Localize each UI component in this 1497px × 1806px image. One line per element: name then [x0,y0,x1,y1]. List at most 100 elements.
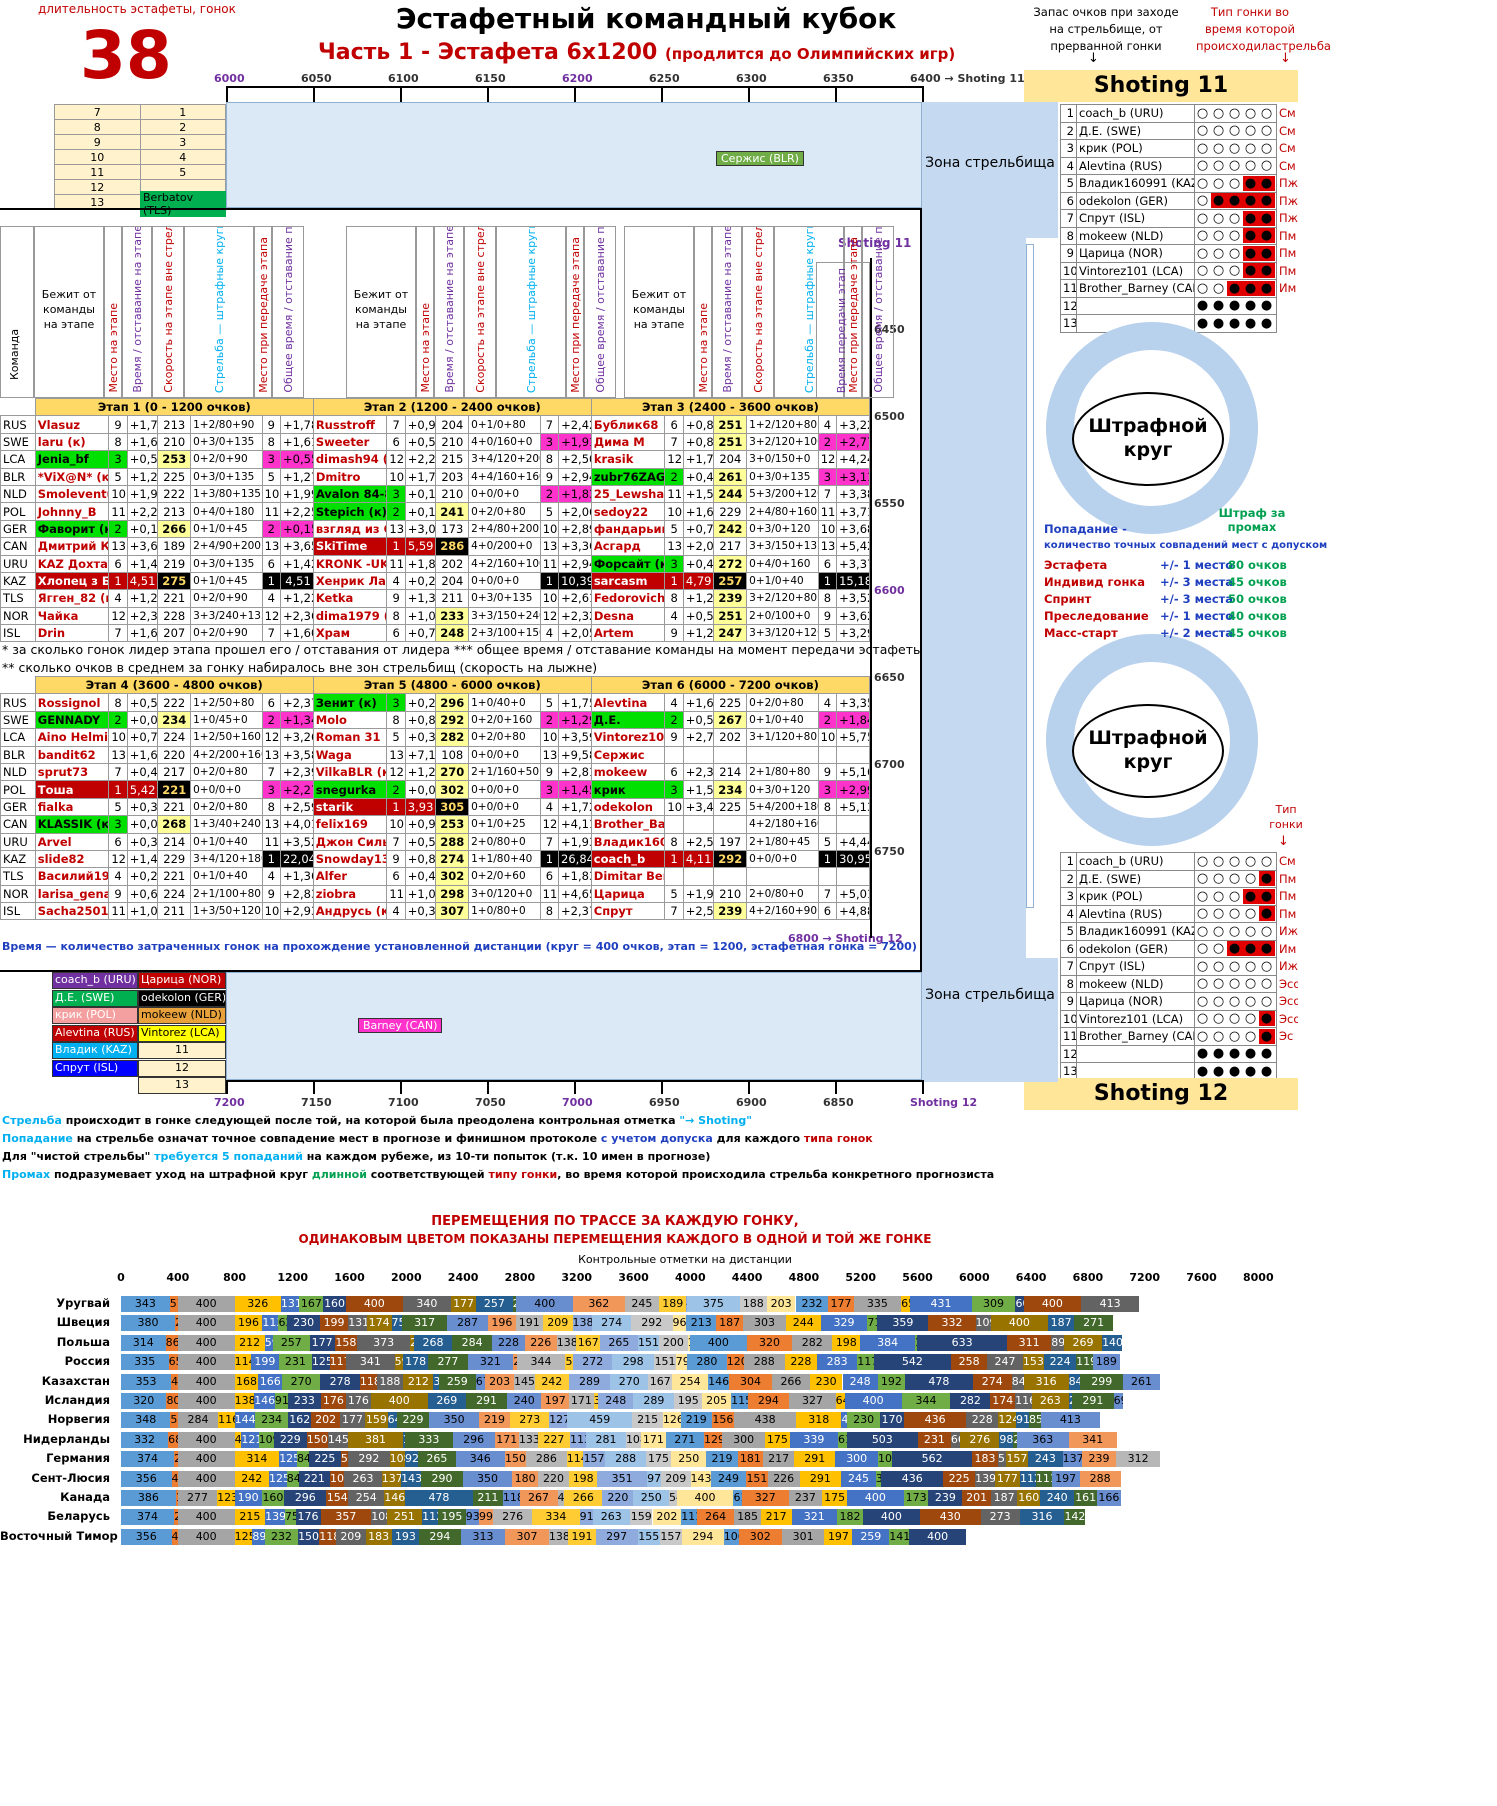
shooter-row[interactable]: 2 Д.Е. (SWE) ○ ○ ○ ○ ○ См [1060,121,1299,140]
shooter-name[interactable]: Д.Е. (SWE) [1076,869,1195,888]
runner-name[interactable]: Fedorovich5 [590,589,666,608]
runner-name[interactable]: felix169 [312,815,388,834]
name-chip[interactable]: Спрут (ISL) [52,1059,138,1077]
runner-name[interactable]: sedoy22 [590,502,666,521]
runner-name[interactable]: Ketka [312,589,388,608]
team-row[interactable]: NORЧайка12+2,362283+3/240+13512+2,36dima… [0,606,870,626]
runner-name[interactable]: Храм [312,624,388,643]
runner-name[interactable]: Зенит (к) [312,693,388,712]
shooter-row[interactable]: 9 Царица (NOR) ○ ○ ○ ○ ○ Эсо [1060,992,1299,1011]
runner-name[interactable]: Хенрик Ларс [312,571,388,591]
shooter-name[interactable] [1076,1044,1195,1063]
runner-name[interactable]: Дима М [590,432,666,452]
runner-marker[interactable]: Сержис (BLR) [716,151,804,166]
shooter-row[interactable]: 3 крик (POL) ○ ○ ○ ● ● Пм [1060,887,1299,906]
runner-name[interactable]: Jenia_bf [34,450,110,469]
runner-name[interactable]: Фаворит (к) [34,519,110,539]
shooter-row[interactable]: 7 Спрут (ISL) ○ ○ ○ ○ ○ Иж [1060,957,1299,976]
shooter-name[interactable]: Спрут (ISL) [1076,957,1195,976]
shooter-name[interactable]: coach_b (URU) [1076,104,1195,123]
shooter-name[interactable]: Царица (NOR) [1076,992,1195,1011]
shooter-row[interactable]: 4 Alevtina (RUS) ○ ○ ○ ○ ● Пм [1060,904,1299,923]
runner-name[interactable]: Спрут [590,902,666,921]
runner-name[interactable]: 25_Lewsha_ [590,484,666,504]
runner-name[interactable]: GENNADY [34,710,110,730]
runner-name[interactable]: Тоша [34,780,110,799]
runner-name[interactable]: starik [312,797,388,817]
runner-name[interactable]: bandit62 [34,745,110,764]
runner-name[interactable]: Владик1609 [590,832,666,851]
name-chip[interactable]: Владик (KAZ) [52,1042,138,1059]
runner-name[interactable]: dima1979 (к) [312,606,388,626]
shooter-name[interactable]: odekolon (GER) [1076,939,1195,958]
runner-name[interactable]: взгляд из Ор [312,519,388,539]
shooter-row[interactable]: 12 ● ● ● ● ● [1060,1044,1299,1063]
team-row[interactable]: RUSRossignol8+0,592221+2/50+806+2,37Зени… [0,693,870,712]
shooter-name[interactable] [1076,296,1195,315]
name-chip[interactable]: coach_b (URU) [52,972,138,989]
runner-name[interactable]: Дмитрий Ко [34,537,110,556]
shooter-name[interactable]: Brother_Barney (CAN) [1076,1027,1195,1046]
runner-name[interactable]: фандарьин [590,519,666,539]
shooter-row[interactable]: 1 coach_b (URU) ○ ○ ○ ○ ○ См [1060,104,1299,123]
runner-name[interactable]: Dmitro [312,467,388,486]
shooter-name[interactable]: mokeew (NLD) [1076,226,1195,245]
shooter-row[interactable]: 1 coach_b (URU) ○ ○ ○ ○ ○ См [1060,852,1299,871]
runner-name[interactable]: Чайка [34,606,110,626]
runner-name[interactable]: Smoleventu [34,484,110,504]
team-row[interactable]: ISLDrin7+1,602070+2/0+907+1,60Храм6+0,74… [0,624,870,643]
shooter-row[interactable]: 6 odekolon (GER) ○ ○ ● ● ● Им [1060,939,1299,958]
runner-name[interactable]: *ViX@N* (к) [34,467,110,486]
team-row[interactable]: GERfialka5+0,352210+2/0+808+2,59starik13… [0,797,870,817]
runner-name[interactable]: krasik [590,450,666,469]
runner-name[interactable]: sprut73 [34,762,110,782]
team-row[interactable]: BLRbandit6213+1,612204+2/200+16013+3,58W… [0,745,870,764]
runner-name[interactable]: Василий196 [34,867,110,886]
runner-name[interactable]: Brother_Barn [590,815,666,834]
runner-name[interactable]: KRONK -UK [312,554,388,573]
runner-name[interactable]: Царица [590,884,666,904]
shooter-row[interactable]: 8 mokeew (NLD) ○ ○ ○ ● ● Пм [1060,226,1299,245]
team-row[interactable]: RUSVlasuz9+1,782131+2/80+909+1,78Russtro… [0,415,870,434]
team-row[interactable]: BLR*ViX@N* (к)5+1,272250+3/0+1355+1,27Dm… [0,467,870,486]
runner-name[interactable]: slide82 [34,849,110,869]
runner-name[interactable]: Alfer [312,867,388,886]
team-row[interactable]: NORlarisa_gena9+0,652242+1/100+809+2,83z… [0,884,870,904]
runner-name[interactable]: Vlasuz [34,415,110,434]
runner-name[interactable]: odekolon [590,797,666,817]
shooter-name[interactable]: odekolon (GER) [1076,191,1195,210]
runner-name[interactable]: Ягген_82 (к) [34,589,110,608]
runner-name[interactable]: Russtroff [312,415,388,434]
runner-name[interactable]: sarcasm [590,571,666,591]
name-chip[interactable]: mokeew (NLD) [138,1007,226,1024]
runner-name[interactable]: Хлопец з Ба [34,571,110,591]
shooter-row[interactable]: 9 Царица (NOR) ○ ○ ○ ● ● Пм [1060,244,1299,263]
shooter-row[interactable]: 6 odekolon (GER) ○ ● ● ● ● Пж [1060,191,1299,210]
shooter-name[interactable]: Alevtina (RUS) [1076,904,1195,923]
runner-name[interactable]: Roman 31 [312,728,388,747]
shooter-name[interactable]: Д.Е. (SWE) [1076,121,1195,140]
runner-name[interactable]: VilkaBLR (к) [312,762,388,782]
shooter-name[interactable]: Царица (NOR) [1076,244,1195,263]
shooter-name[interactable]: mokeew (NLD) [1076,974,1195,993]
shooter-name[interactable]: Vintorez101 (LCA) [1076,1009,1195,1028]
shooter-row[interactable]: 3 крик (POL) ○ ○ ○ ○ ○ См [1060,139,1299,158]
runner-marker[interactable]: Barney (CAN) [358,1018,443,1033]
runner-name[interactable]: Molo [312,710,388,730]
runner-name[interactable]: mokeew [590,762,666,782]
name-chip[interactable]: 11 [138,1042,226,1059]
runner-name[interactable]: Андрусь (к) [312,902,388,921]
shooter-row[interactable]: 10 Vintorez101 (LCA) ○ ○ ○ ● ● Пм [1060,261,1299,280]
runner-name[interactable]: KLASSIK (к) [34,815,110,834]
runner-name[interactable]: Асгард [590,537,666,556]
team-row[interactable]: NLDsprut737+0,452170+2/0+807+2,39VilkaBL… [0,762,870,782]
runner-name[interactable]: Aino Helmi [34,728,110,747]
runner-name[interactable]: Д.Е. [590,710,666,730]
team-row[interactable]: POLТоша15,422210+0/0+03+2,27snegurka2+0,… [0,780,870,799]
